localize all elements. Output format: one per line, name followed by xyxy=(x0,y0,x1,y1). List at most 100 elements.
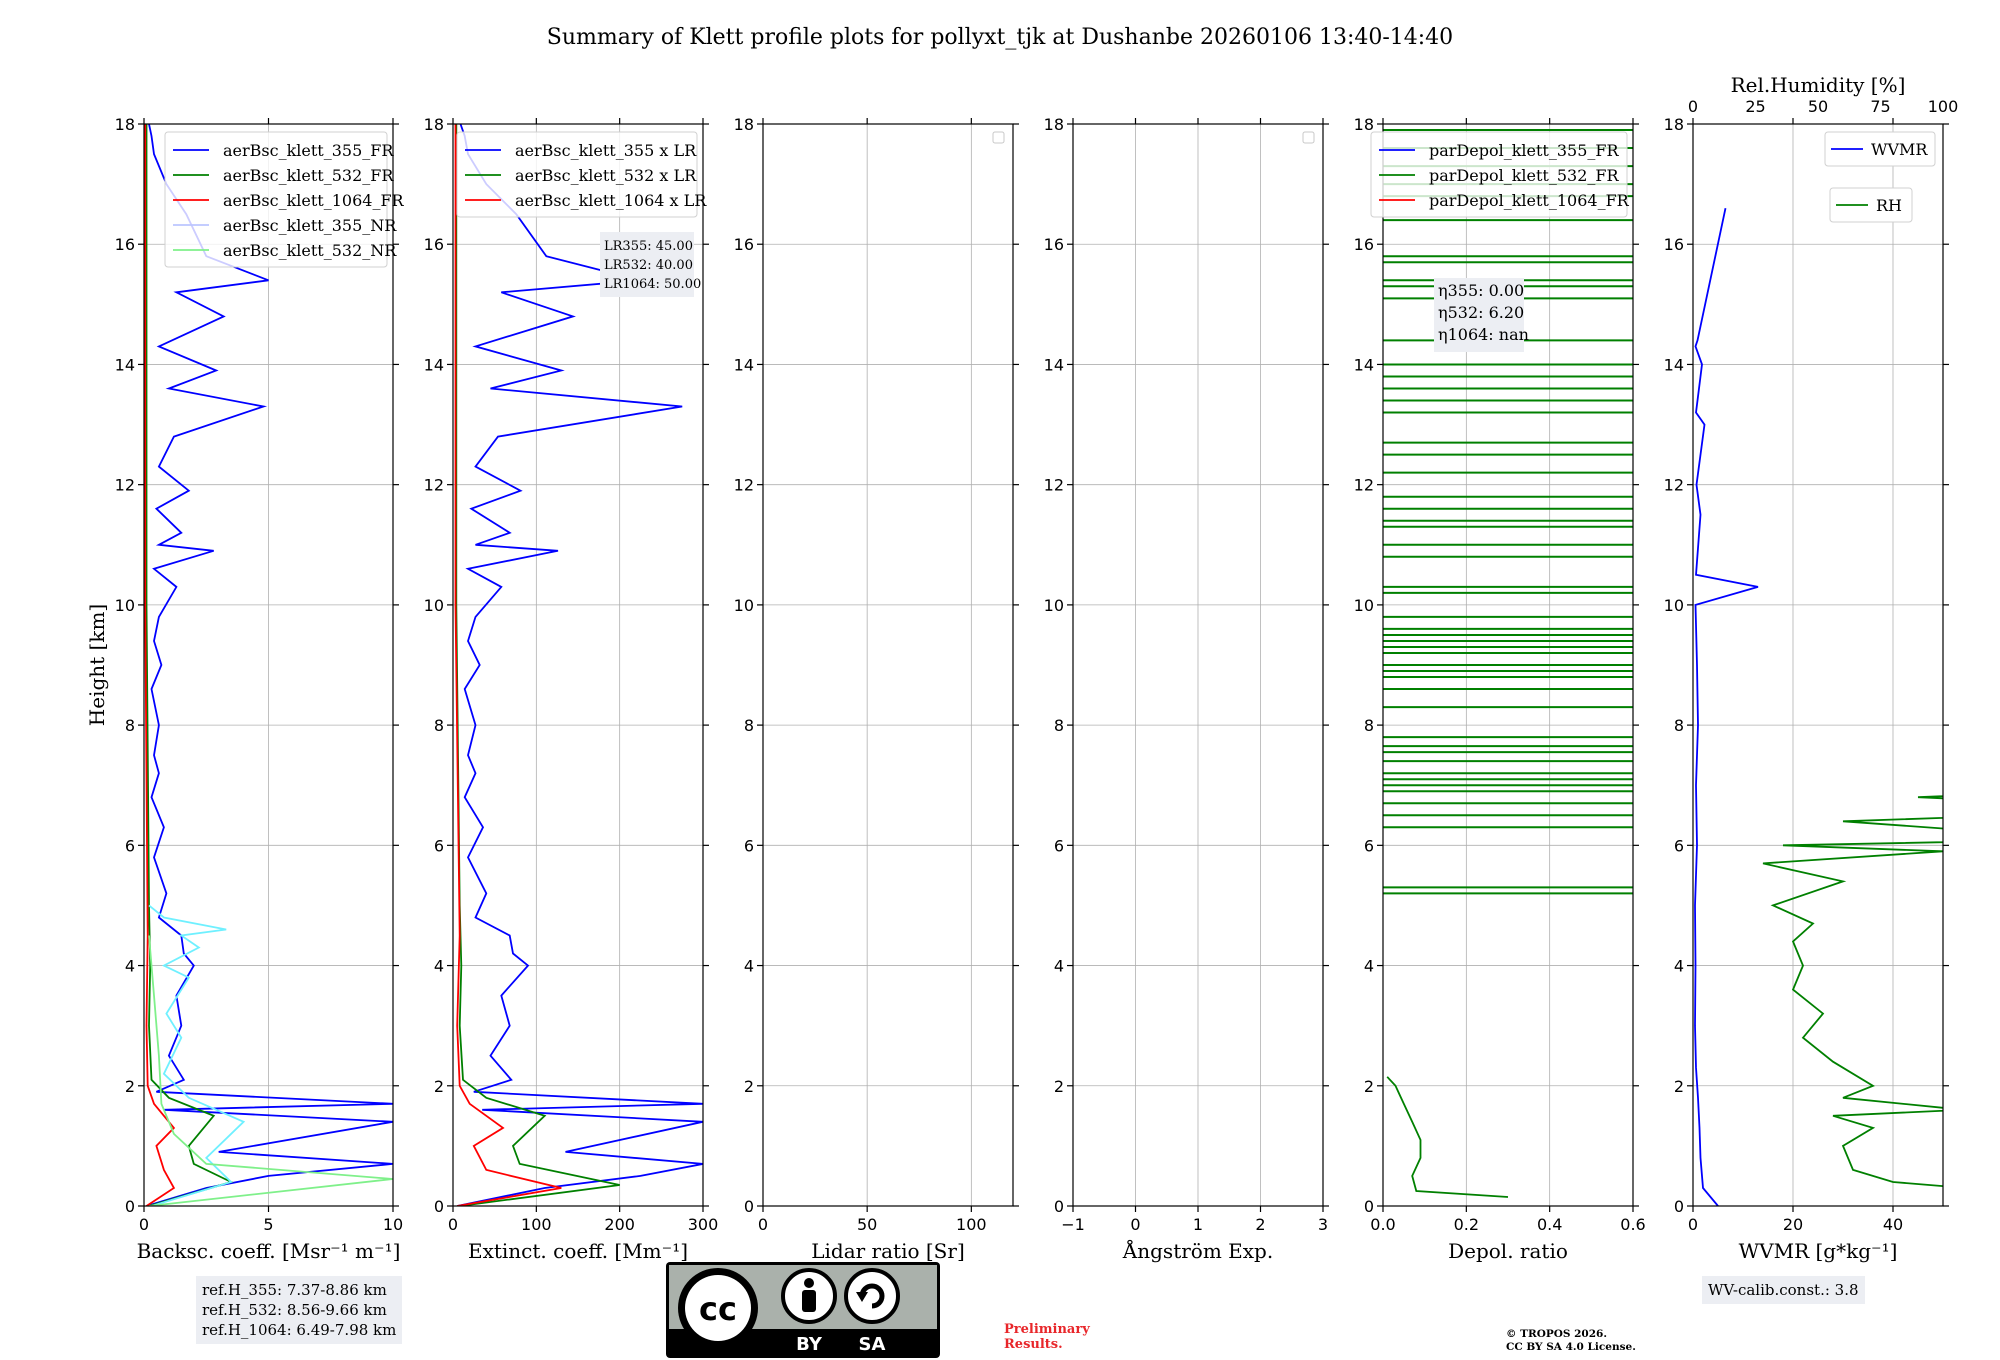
y-tick-label: 6 xyxy=(125,836,135,855)
panel-lidar-ratio: 0 2 4 6 8 10 12 14 16 18 0 50 100 Lidar ratio [Sr] xyxy=(734,115,1019,1263)
y-tick-label: 4 xyxy=(1054,957,1064,976)
x-tick-label: 20 xyxy=(1783,1215,1803,1234)
legend-label-WVMR: WVMR xyxy=(1871,140,1928,159)
y-tick-label: 12 xyxy=(115,476,135,495)
y-tick-label: 18 xyxy=(1354,115,1374,134)
y-tick-label: 4 xyxy=(1364,957,1374,976)
preliminary-line-1: Preliminary xyxy=(1004,1322,1090,1337)
wv-calib-box: WV-calib.const.: 3.8 xyxy=(1702,1276,1865,1304)
annotation-line: η355: 0.00 xyxy=(1438,281,1524,300)
legend-label-parDepol_klett_1064_FR: parDepol_klett_1064_FR xyxy=(1429,191,1630,210)
y-tick-label: 0 xyxy=(1674,1197,1684,1216)
ref-height-355: ref.H_355: 7.37-8.86 km xyxy=(202,1281,387,1299)
y-tick-label: 4 xyxy=(125,957,135,976)
annotation-line: η532: 6.20 xyxy=(1438,303,1524,322)
legend-label-aerBsc_klett_1064_FR: aerBsc_klett_1064_FR xyxy=(223,191,405,210)
legend-label-aerBsc_klett_532 x LR: aerBsc_klett_532 x LR xyxy=(515,166,697,185)
panel-depol: 0 2 4 6 8 10 12 14 16 18 0.0 0.2 0.4 0.6 Depol. ratio p… xyxy=(1354,115,1646,1263)
copyright-line-2: CC BY SA 4.0 License. xyxy=(1506,1341,1636,1353)
x-tick-label: 40 xyxy=(1883,1215,1903,1234)
y-tick-label: 14 xyxy=(1044,355,1064,374)
y-tick-label: 12 xyxy=(1354,476,1374,495)
x-axis-label: Backsc. coeff. [Msr⁻¹ m⁻¹] xyxy=(137,1239,401,1263)
y-tick-label: 6 xyxy=(1364,836,1374,855)
y-tick-label: 18 xyxy=(424,115,444,134)
x-tick-label: 0 xyxy=(758,1215,768,1234)
x-axis-label: Lidar ratio [Sr] xyxy=(811,1239,965,1263)
legend-label-parDepol_klett_355_FR: parDepol_klett_355_FR xyxy=(1429,141,1620,160)
x-tick-label: 0.6 xyxy=(1620,1215,1645,1234)
axes-frame xyxy=(452,123,704,1207)
y-tick-label: 2 xyxy=(434,1077,444,1096)
top-x-tick-label: 100 xyxy=(1928,97,1959,116)
cc-license-badge: cc BY SA xyxy=(666,1262,940,1358)
x-tick-label: 0.4 xyxy=(1537,1215,1562,1234)
cc-logo-disc xyxy=(685,1275,751,1341)
y-tick-label: 6 xyxy=(434,836,444,855)
y-tick-label: 16 xyxy=(734,235,754,254)
y-tick-label: 16 xyxy=(1044,235,1064,254)
legend-label-RH: RH xyxy=(1876,196,1902,215)
x-tick-label: 0 xyxy=(1130,1215,1140,1234)
x-tick-label: 1 xyxy=(1193,1215,1203,1234)
copyright-notice: © TROPOS 2026. CC BY SA 4.0 License. xyxy=(1506,1328,1636,1354)
series-aerBsc_klett_355 x LR xyxy=(457,124,703,1206)
x-tick-label: 0.2 xyxy=(1454,1215,1479,1234)
x-axis-label: Extinct. coeff. [Mm⁻¹] xyxy=(468,1239,688,1263)
y-tick-label: 6 xyxy=(1054,836,1064,855)
y-tick-label: 16 xyxy=(1664,235,1684,254)
y-tick-label: 8 xyxy=(1054,716,1064,735)
x-tick-label: −1 xyxy=(1061,1215,1085,1234)
x-tick-label: 10 xyxy=(383,1215,403,1234)
x-tick-label: 0 xyxy=(1688,1215,1698,1234)
annotation-box xyxy=(1434,278,1524,352)
y-tick-label: 10 xyxy=(115,596,135,615)
y-tick-label: 12 xyxy=(1664,476,1684,495)
x-tick-label: 0 xyxy=(139,1215,149,1234)
series-aerBsc_klett_532 x LR xyxy=(455,124,620,1206)
annotation-line: LR532: 40.00 xyxy=(604,258,693,273)
by-icon-head xyxy=(804,1278,814,1288)
y-tick-label: 16 xyxy=(115,235,135,254)
series-aerBsc_klett_1064 x LR xyxy=(454,124,562,1206)
ref-height-532: ref.H_532: 8.56-9.66 km xyxy=(202,1301,387,1319)
x-axis-label: Ångström Exp. xyxy=(1122,1238,1273,1263)
annotation-line: LR1064: 50.00 xyxy=(604,277,701,292)
by-label: BY xyxy=(796,1334,823,1355)
figure-title: Summary of Klett profile plots for polly… xyxy=(547,25,1453,50)
y-tick-label: 14 xyxy=(1354,355,1374,374)
y-tick-label: 2 xyxy=(1054,1077,1064,1096)
x-tick-label: 100 xyxy=(521,1215,552,1234)
top-x-axis-label: Rel.Humidity [%] xyxy=(1731,73,1906,97)
legend-label-aerBsc_klett_532_FR: aerBsc_klett_532_FR xyxy=(223,166,394,185)
legend-box xyxy=(456,131,698,218)
y-axis-label: Height [km] xyxy=(85,604,109,726)
legend-box-RH xyxy=(1829,187,1913,223)
preliminary-notice: Preliminary Results. xyxy=(1004,1322,1090,1352)
y-tick-label: 0 xyxy=(434,1197,444,1216)
x-tick-label: 2 xyxy=(1255,1215,1265,1234)
x-tick-label: 50 xyxy=(857,1215,877,1234)
y-tick-label: 4 xyxy=(434,957,444,976)
wv-calib-text: WV-calib.const.: 3.8 xyxy=(1708,1281,1859,1299)
y-tick-label: 2 xyxy=(744,1077,754,1096)
copyright-line-1: © TROPOS 2026. xyxy=(1506,1328,1608,1340)
series-aerBsc_klett_1064_FR xyxy=(144,124,176,1206)
legend-label-aerBsc_klett_355 x LR: aerBsc_klett_355 x LR xyxy=(515,141,697,160)
y-tick-label: 10 xyxy=(1664,596,1684,615)
x-tick-label: 3 xyxy=(1318,1215,1328,1234)
y-tick-label: 18 xyxy=(1044,115,1064,134)
y-tick-label: 8 xyxy=(1674,716,1684,735)
y-tick-label: 0 xyxy=(1364,1197,1374,1216)
y-tick-label: 14 xyxy=(424,355,444,374)
y-tick-label: 2 xyxy=(125,1077,135,1096)
x-tick-label: 0 xyxy=(448,1215,458,1234)
sa-icon xyxy=(844,1268,900,1324)
top-x-tick-label: 0 xyxy=(1688,97,1698,116)
legend-label-aerBsc_klett_355_FR: aerBsc_klett_355_FR xyxy=(223,141,394,160)
top-x-tick-label: 25 xyxy=(1745,97,1765,116)
series-aerBsc_klett_355_FR xyxy=(146,124,393,1206)
